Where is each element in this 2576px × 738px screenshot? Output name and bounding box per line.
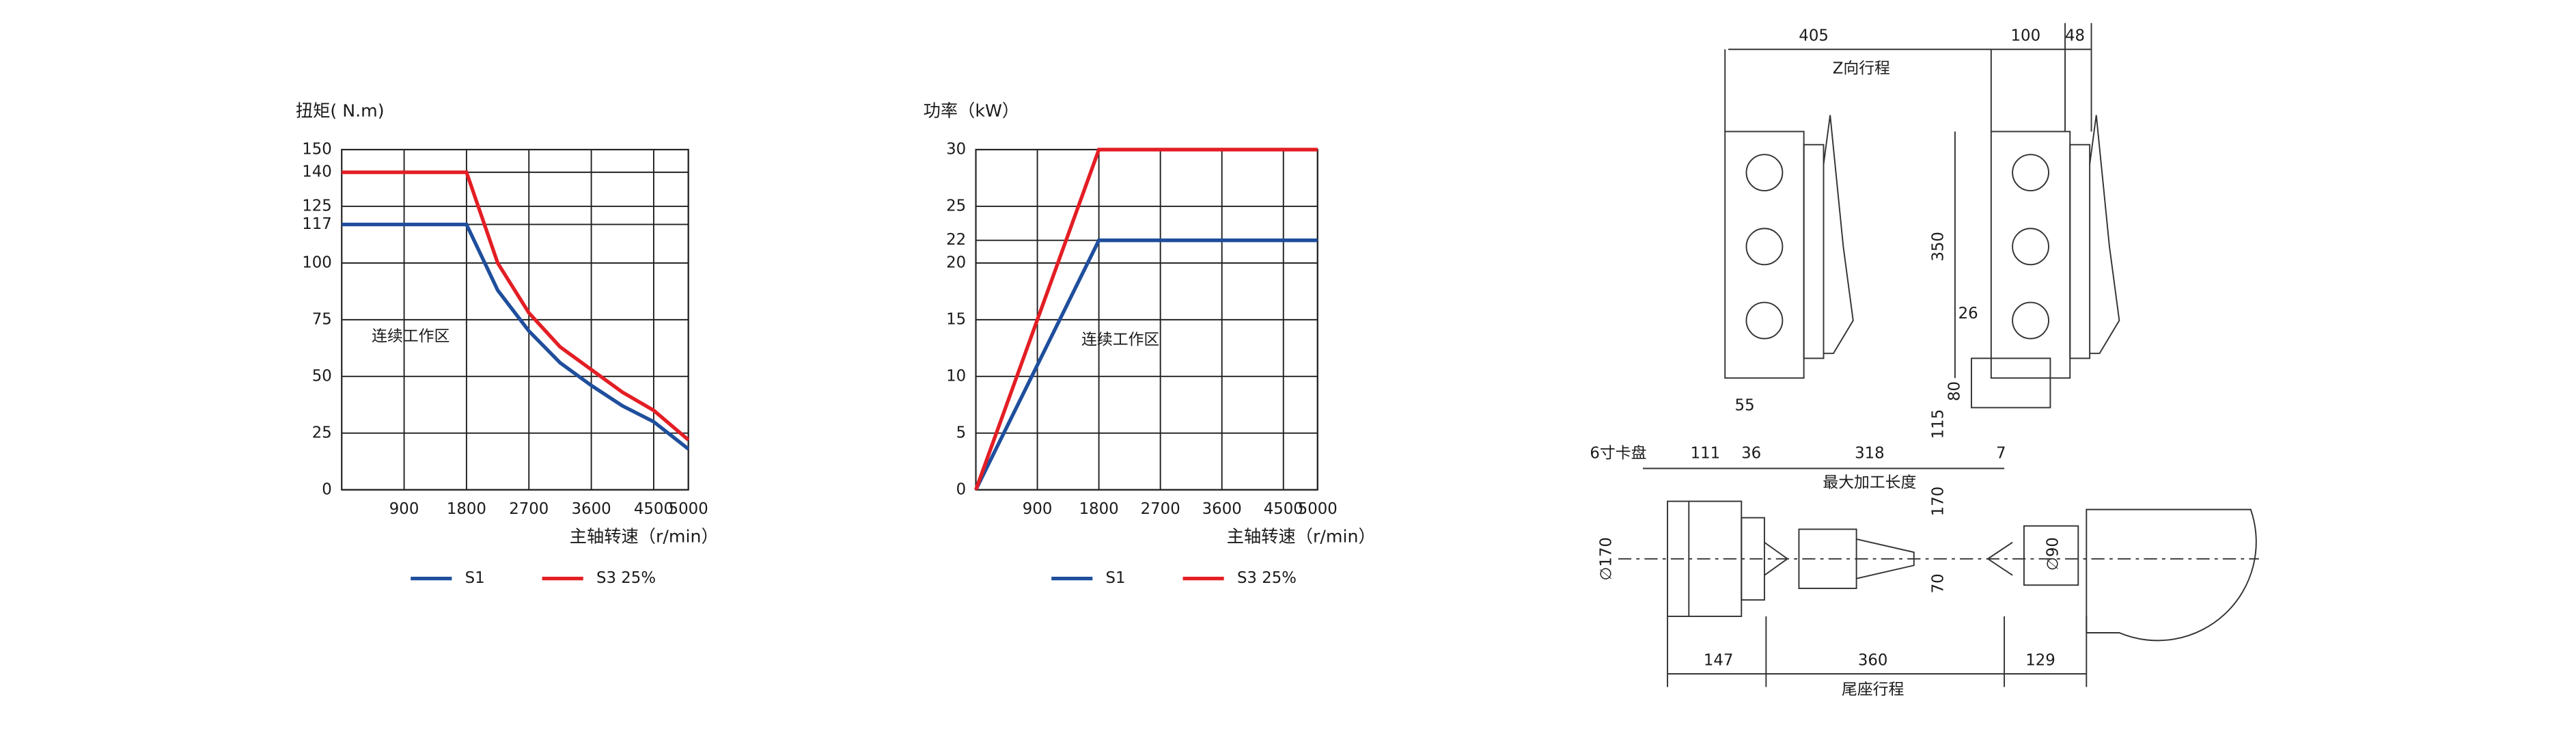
legend-label: S1 [465,569,485,587]
drawing-shape [2089,115,2120,355]
dimension: 360 [1858,651,1888,669]
y-tick-label: 15 [946,310,966,328]
drawing-shape [1745,154,1784,192]
y-tick-label: 22 [946,231,966,249]
y-tick-label: 75 [312,310,332,328]
dimension: 115 [1929,409,1947,439]
drawing-shape [1745,228,1784,266]
y-tick-label: 125 [302,197,332,215]
y-tick-label: 100 [302,254,332,271]
drawing-shape [2023,525,2079,586]
dimension: 70 [1929,573,1947,593]
chart-title: 功率（kW） [924,101,1020,121]
x-axis-label: 主轴转速（r/min） [1227,527,1376,547]
dimension: 405 [1799,27,1829,44]
x-tick-label: 2700 [1141,500,1180,518]
x-tick-label: 900 [389,500,419,518]
y-tick-label: 0 [322,480,332,498]
x-tick-label: 3600 [572,500,611,518]
legend-label: S3 25% [596,569,656,587]
drawing-shape [1971,357,2051,409]
legend-label: S1 [1106,569,1126,587]
y-tick-label: 50 [312,367,332,385]
dimension: 最大加工长度 [1823,474,1916,492]
x-tick-label: 4500 [634,500,674,518]
y-tick-label: 117 [302,215,332,233]
y-tick-label: 30 [946,140,966,158]
drawing-shape [2069,144,2091,359]
plot-frame [341,148,689,491]
y-tick-label: 25 [946,197,966,215]
dimension: 55 [1735,397,1755,415]
drawing-shape [2086,508,2257,642]
dimension: 350 [1929,232,1947,262]
dimension: 100 [2011,27,2041,44]
y-tick-label: 5 [956,424,967,441]
x-tick-label: 2700 [509,500,549,518]
dimension: 尾座行程 [1842,681,1904,699]
drawing-shape [1803,144,1825,359]
annotation: 连续工作区 [1081,331,1159,348]
series-line [342,222,690,451]
x-tick-label: 5000 [1298,500,1338,518]
x-tick-label: 4500 [1264,500,1303,518]
drawing-shape [1823,115,1854,355]
drawing-shape [2012,228,2049,266]
dimension: 80 [1945,381,1963,401]
dimension: 26 [1958,305,1978,323]
dimension: 6寸卡盘 [1590,444,1646,462]
drawing-shape [1724,131,1805,379]
y-tick-label: 10 [946,367,966,385]
dimension: Z向行程 [1833,60,1890,78]
dimension: 36 [1741,444,1761,462]
x-axis-label: 主轴转速（r/min） [570,527,719,547]
x-tick-label: 3600 [1202,500,1242,518]
dimension: 111 [1691,444,1721,462]
y-tick-label: 20 [946,254,966,271]
x-tick-label: 1800 [447,500,486,518]
drawing-shape [1990,131,2071,379]
dimension: ∅90 [2045,537,2062,571]
series-line [974,148,1318,491]
y-tick-label: 0 [956,480,967,498]
drawing-labels: 405 100 48 Z向行程 350 26 80 115 7 55 6寸卡盘 … [1590,27,2085,698]
dimension: ∅170 [1598,537,1616,580]
x-tick-label: 5000 [669,500,708,518]
annotation: 连续工作区 [372,328,449,346]
dimension: 170 [1929,487,1947,517]
x-tick-label: 1800 [1079,500,1119,518]
dimension: 48 [2065,27,2085,44]
legend-label: S3 25% [1237,569,1297,587]
y-tick-label: 150 [302,140,332,158]
x-tick-label: 900 [1023,500,1053,518]
dimension: 318 [1855,444,1885,462]
drawing-shape [1745,301,1784,340]
y-tick-label: 140 [302,163,332,181]
y-tick-label: 25 [312,424,332,441]
chart-title: 扭矩( N.m) [296,101,385,121]
dimension: 129 [2025,651,2055,669]
series-line [342,170,690,441]
drawing-shape [2012,154,2049,192]
dimension: 147 [1704,651,1734,669]
series-line [974,238,1318,491]
dimension: 7 [1996,444,2006,462]
drawing-shape [2012,301,2049,340]
